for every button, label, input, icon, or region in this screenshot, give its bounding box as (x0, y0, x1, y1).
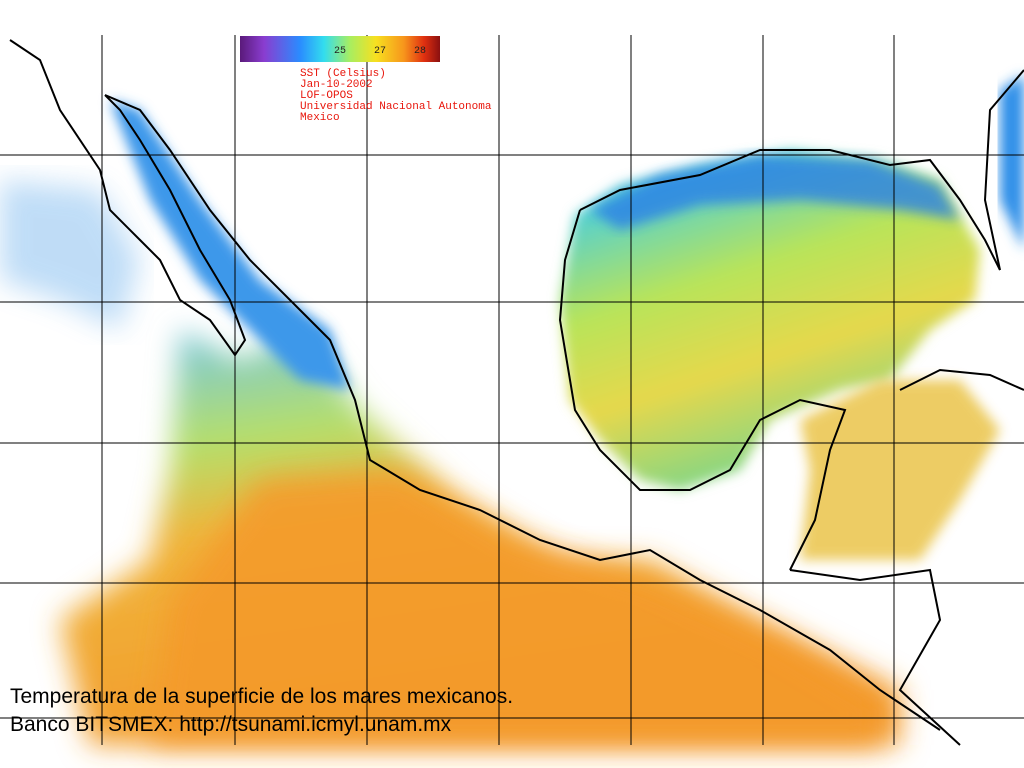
gulf-of-mexico (560, 150, 980, 490)
legend-line: Mexico (300, 112, 340, 124)
coast-baja (9, 39, 247, 357)
colorbar-label: 27 (374, 46, 386, 57)
legend-line: Jan-10-2002 (300, 79, 373, 91)
pacific-warm (150, 470, 880, 745)
sea-surface (0, 75, 1024, 745)
colorbar (240, 36, 440, 62)
gulf-of-california (110, 100, 350, 390)
caption: Temperatura de la superficie de los mare… (10, 683, 513, 739)
atlantic-edge (1000, 75, 1024, 250)
caption-line: Temperatura de la superficie de los mare… (10, 685, 514, 708)
legend-text: SST (Celsius)Jan-10-2002LOF-OPOSUniversi… (300, 68, 492, 124)
coast-mainland (104, 94, 941, 731)
coast-central-america (789, 568, 961, 746)
pacific-sparse (0, 180, 140, 330)
coast-us (579, 149, 1001, 271)
coast-cuba (899, 368, 1024, 391)
colorbar-label: 25 (334, 46, 346, 57)
graticule (0, 35, 1024, 745)
caption-line: Banco BITSMEX: http://tsunami.icmyl.unam… (10, 713, 452, 736)
gulf-cold-rim (590, 155, 960, 230)
caribbean-sea (800, 380, 1000, 560)
legend-line: SST (Celsius) (300, 68, 386, 80)
colorbar-label: 28 (414, 46, 426, 57)
legend-line: LOF-OPOS (300, 90, 353, 102)
legend-line: Universidad Nacional Autonoma (300, 101, 492, 113)
coastline (9, 39, 1024, 746)
